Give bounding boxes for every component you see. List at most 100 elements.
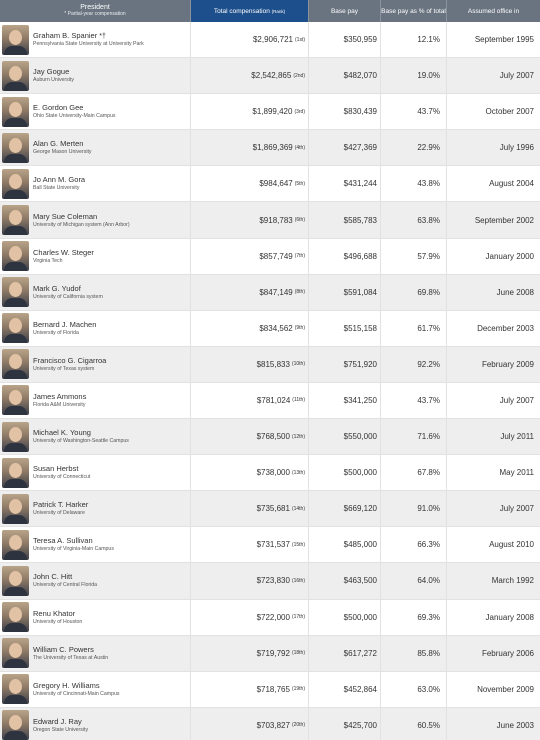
base-pay-cell: $585,783 [309, 202, 381, 238]
total-compensation-value: $723,830 [256, 576, 290, 586]
total-compensation-value: $857,749 [259, 251, 293, 261]
president-info: Teresa A. Sullivan University of Virgini… [33, 536, 114, 553]
photo-suit [4, 478, 27, 488]
base-pay-value: $585,783 [343, 215, 377, 225]
assumed-office-value: September 1995 [474, 35, 534, 45]
column-header-base-pct[interactable]: Base pay as % of total [381, 0, 447, 22]
president-info: E. Gordon Gee Ohio State University-Main… [33, 103, 115, 120]
president-info: Edward J. Ray Oregon State University [33, 717, 88, 734]
photo-face [9, 679, 22, 695]
column-header-assumed-office[interactable]: Assumed office in [447, 0, 540, 22]
base-pay-value: $452,864 [343, 684, 377, 694]
total-compensation-value: $781,024 [256, 395, 291, 405]
base-pct-cell: 19.0% [381, 58, 447, 94]
assumed-office-value: June 2003 [496, 720, 534, 730]
president-name-line: Bernard J. Machen [33, 320, 96, 330]
base-pct-cell: 69.3% [381, 599, 447, 635]
president-name-line: Charles W. Steger [33, 248, 94, 258]
assumed-office-value: December 2003 [477, 323, 534, 333]
total-compensation-cell: $984,647 (5th) [191, 166, 309, 202]
total-compensation-cell: $718,765 (19th) [191, 671, 309, 707]
president-photo [2, 421, 29, 452]
table-row: Gregory H. Williams University of Cincin… [0, 671, 540, 708]
rank-value: (16th) [291, 577, 305, 584]
president-name-line: Jo Ann M. Gora [33, 175, 85, 185]
assumed-office-cell: September 2002 [447, 202, 540, 237]
total-compensation-value: $738,000 [256, 468, 290, 478]
base-pct-value: 43.8% [417, 179, 440, 189]
assumed-office-cell: August 2004 [447, 166, 540, 201]
institution-name: Pennsylvania State University at Univers… [33, 41, 144, 48]
total-compensation-cell: $2,906,721 (1st) [191, 22, 309, 58]
institution-name: Oregon State University [33, 726, 89, 733]
table-row: Renu Khator University of Houston $722,00… [0, 599, 540, 636]
president-info: Patrick T. Harker University of Delaware [33, 500, 88, 517]
base-pct-value: 43.7% [417, 395, 440, 405]
assumed-office-cell: June 2003 [447, 708, 540, 740]
base-pct-value: 69.3% [417, 612, 440, 622]
total-compensation-value: $719,792 [256, 648, 290, 658]
photo-suit [4, 334, 27, 344]
total-compensation-cell: $834,562 (9th) [191, 310, 309, 346]
rank-value: (10th) [291, 361, 305, 368]
base-pay-cell: $425,700 [309, 707, 381, 740]
photo-face [9, 354, 22, 370]
column-header-total-compensation[interactable]: Total compensation (Rank) [191, 0, 309, 22]
base-pay-cell: $427,369 [309, 130, 381, 166]
total-compensation-cell: $847,149 (8th) [191, 274, 309, 310]
base-pay-cell: $591,084 [309, 274, 381, 310]
institution-name: The University of Texas at Austin [33, 654, 109, 661]
base-pay-value: $591,084 [343, 287, 377, 297]
table-row: Mark G. Yudof University of California s… [0, 274, 540, 311]
table-row: Francisco G. Cigarroa University of Texa… [0, 346, 540, 383]
institution-name: Ohio State University-Main Campus [33, 113, 116, 120]
total-compensation-cell: $2,542,865 (2nd) [191, 58, 309, 94]
column-header-base-pay[interactable]: Base pay [309, 0, 381, 22]
president-name: Mark G. Yudof [33, 283, 81, 293]
assumed-office-cell: December 2003 [447, 311, 540, 346]
base-pay-cell: $452,864 [309, 671, 381, 707]
president-name: Mary Sue Coleman [33, 211, 98, 221]
president-photo [2, 96, 29, 127]
total-compensation-value: $834,562 [259, 323, 293, 333]
assumed-office-value: June 2008 [496, 287, 534, 297]
photo-face [9, 498, 22, 514]
president-name: William C. Powers [33, 644, 94, 654]
base-pay-cell: $550,000 [309, 419, 381, 455]
institution-name: University of California system [33, 293, 103, 300]
photo-suit [4, 370, 27, 380]
rank-value: (11th) [292, 397, 305, 404]
president-name-line: Jay Gogue [33, 67, 74, 77]
institution-name: University of Connecticut [33, 474, 91, 481]
president-photo [2, 493, 29, 524]
photo-suit [4, 189, 27, 199]
institution-name: University of Delaware [33, 510, 85, 517]
president-cell: Patrick T. Harker University of Delaware [0, 491, 191, 527]
photo-suit [4, 623, 27, 633]
rank-header-label: (Rank) [271, 8, 286, 14]
base-pct-value: 63.0% [417, 684, 440, 694]
table-row: Charles W. Steger Virginia Tech $857,749(… [0, 238, 540, 275]
institution-name: University of Michigan system (Ann Arbor… [33, 221, 130, 228]
president-cell: Teresa A. Sullivan University of Virgini… [0, 527, 191, 563]
president-name: Gregory H. Williams [33, 680, 100, 690]
president-photo [2, 132, 29, 163]
base-pct-cell: 64.0% [381, 563, 447, 599]
column-header-president[interactable]: President * Partial-year compensation [0, 0, 191, 22]
photo-face [9, 282, 22, 298]
institution-name: University of Texas system [33, 365, 95, 372]
president-photo [2, 241, 29, 272]
base-pay-value: $425,700 [343, 720, 377, 730]
base-pay-cell: $341,250 [309, 382, 381, 419]
president-info: Graham B. Spanier *† Pennsylvania State U… [33, 31, 144, 48]
president-name-line: Gregory H. Williams [33, 681, 120, 691]
photo-suit [4, 226, 27, 236]
rank-value: (13th) [291, 469, 305, 476]
president-name: Graham B. Spanier [33, 31, 98, 41]
rank-value: (3rd) [294, 108, 305, 115]
total-compensation-value: $731,537 [256, 540, 290, 550]
president-info: Charles W. Steger Virginia Tech [33, 248, 94, 265]
photo-face [9, 101, 22, 117]
president-info: James Ammons Florida A&M University [33, 392, 86, 409]
base-pct-value: 66.3% [417, 540, 440, 550]
